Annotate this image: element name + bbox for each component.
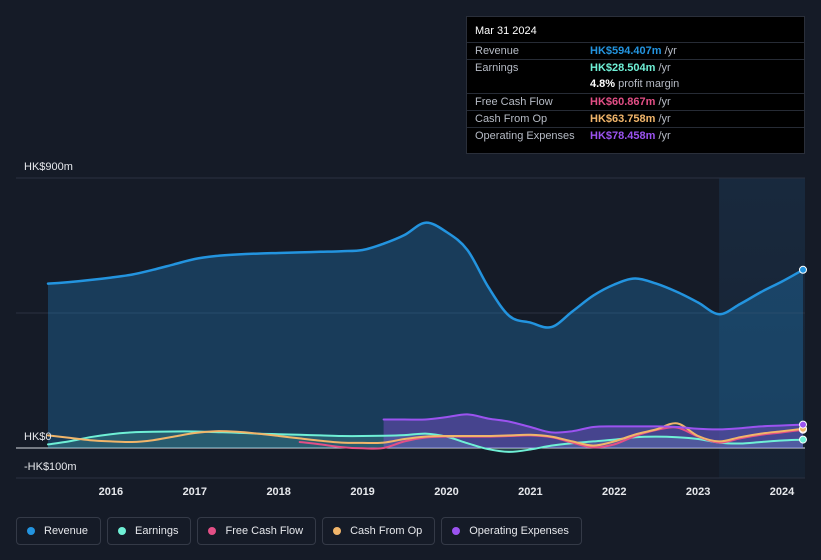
tooltip: Mar 31 2024 Revenue HK$594.407m /yr Earn…: [466, 16, 805, 154]
x-tick-label: 2018: [266, 486, 290, 498]
earnings-area: [48, 431, 803, 452]
tooltip-value: HK$60.867m /yr: [590, 96, 671, 108]
free-cash-flow-dot-icon: [208, 527, 217, 535]
legend-label: Earnings: [135, 525, 179, 537]
x-tick-label: 2016: [99, 486, 123, 498]
legend-item-free-cash-flow[interactable]: Free Cash Flow: [197, 517, 317, 545]
tooltip-value: HK$28.504m /yr: [590, 62, 671, 74]
tooltip-label: Cash From Op: [475, 113, 548, 125]
tooltip-row-revenue: Revenue HK$594.407m /yr: [467, 42, 804, 60]
tooltip-value: HK$78.458m /yr: [590, 130, 671, 142]
cash-from-op-dot-icon: [333, 527, 342, 535]
y-axis-label: -HK$100m: [24, 461, 77, 473]
x-tick-label: 2023: [686, 486, 710, 498]
y-axis-label: HK$900m: [24, 161, 73, 173]
operating-expenses-dot-icon: [452, 527, 461, 535]
legend-label: Free Cash Flow: [225, 525, 304, 537]
x-tick-label: 2019: [350, 486, 374, 498]
x-tick-label: 2021: [518, 486, 542, 498]
operating-expenses-line: [382, 413, 804, 434]
legend-label: Cash From Op: [350, 525, 423, 537]
x-tick-label: 2017: [183, 486, 207, 498]
series-lines: [46, 221, 805, 453]
operating-expenses-endpoint: [799, 420, 807, 429]
legend-label: Operating Expenses: [469, 525, 569, 537]
tooltip-value: 4.8% profit margin: [590, 78, 680, 90]
earnings-dot-icon: [118, 527, 127, 535]
legend: Revenue Earnings Free Cash Flow Cash Fro…: [16, 517, 582, 547]
tooltip-label: Revenue: [475, 45, 520, 57]
revenue-endpoint: [799, 265, 807, 274]
revenue-dot-icon: [27, 527, 35, 535]
tooltip-value: HK$594.407m /yr: [590, 45, 677, 57]
cash-from-op-line: [47, 422, 804, 447]
earnings-line: [47, 430, 804, 453]
tooltip-label: Earnings: [475, 62, 519, 74]
y-axis: HK$900m HK$0 -HK$100m: [24, 161, 77, 473]
tooltip-row-free-cash-flow: Free Cash Flow HK$60.867m /yr: [467, 93, 804, 111]
series-endpoints: [799, 265, 807, 444]
tooltip-row-cash-from-op: Cash From Op HK$63.758m /yr: [467, 110, 804, 128]
x-axis: 2016 2017 2018 2019 2020 2021 2022 2023 2024: [99, 486, 795, 498]
tooltip-date: Mar 31 2024: [475, 25, 537, 37]
legend-label: Revenue: [44, 525, 89, 537]
legend-item-earnings[interactable]: Earnings: [107, 517, 192, 545]
chart: HK$900m HK$0 -HK$100m 2016 2017 2018 2019 2020…: [16, 161, 807, 498]
revenue-area: [48, 222, 803, 448]
tooltip-label: Free Cash Flow: [475, 96, 553, 108]
earnings-endpoint: [799, 435, 807, 444]
tooltip-value: HK$63.758m /yr: [590, 113, 671, 125]
x-tick-label: 2024: [770, 486, 795, 498]
revenue-line: [46, 221, 805, 329]
y-axis-label: HK$0: [24, 431, 52, 443]
x-tick-label: 2022: [602, 486, 626, 498]
series-areas: [48, 222, 803, 452]
legend-item-operating-expenses[interactable]: Operating Expenses: [441, 517, 582, 545]
legend-item-cash-from-op[interactable]: Cash From Op: [322, 517, 436, 545]
tooltip-row-operating-expenses: Operating Expenses HK$78.458m /yr: [467, 127, 804, 145]
tooltip-row-earnings: Earnings HK$28.504m /yr: [467, 59, 804, 77]
x-tick-label: 2020: [434, 486, 458, 498]
legend-item-revenue[interactable]: Revenue: [16, 517, 102, 545]
tooltip-label: Operating Expenses: [475, 130, 575, 142]
tooltip-row-profit-margin: 4.8% profit margin: [467, 76, 804, 93]
